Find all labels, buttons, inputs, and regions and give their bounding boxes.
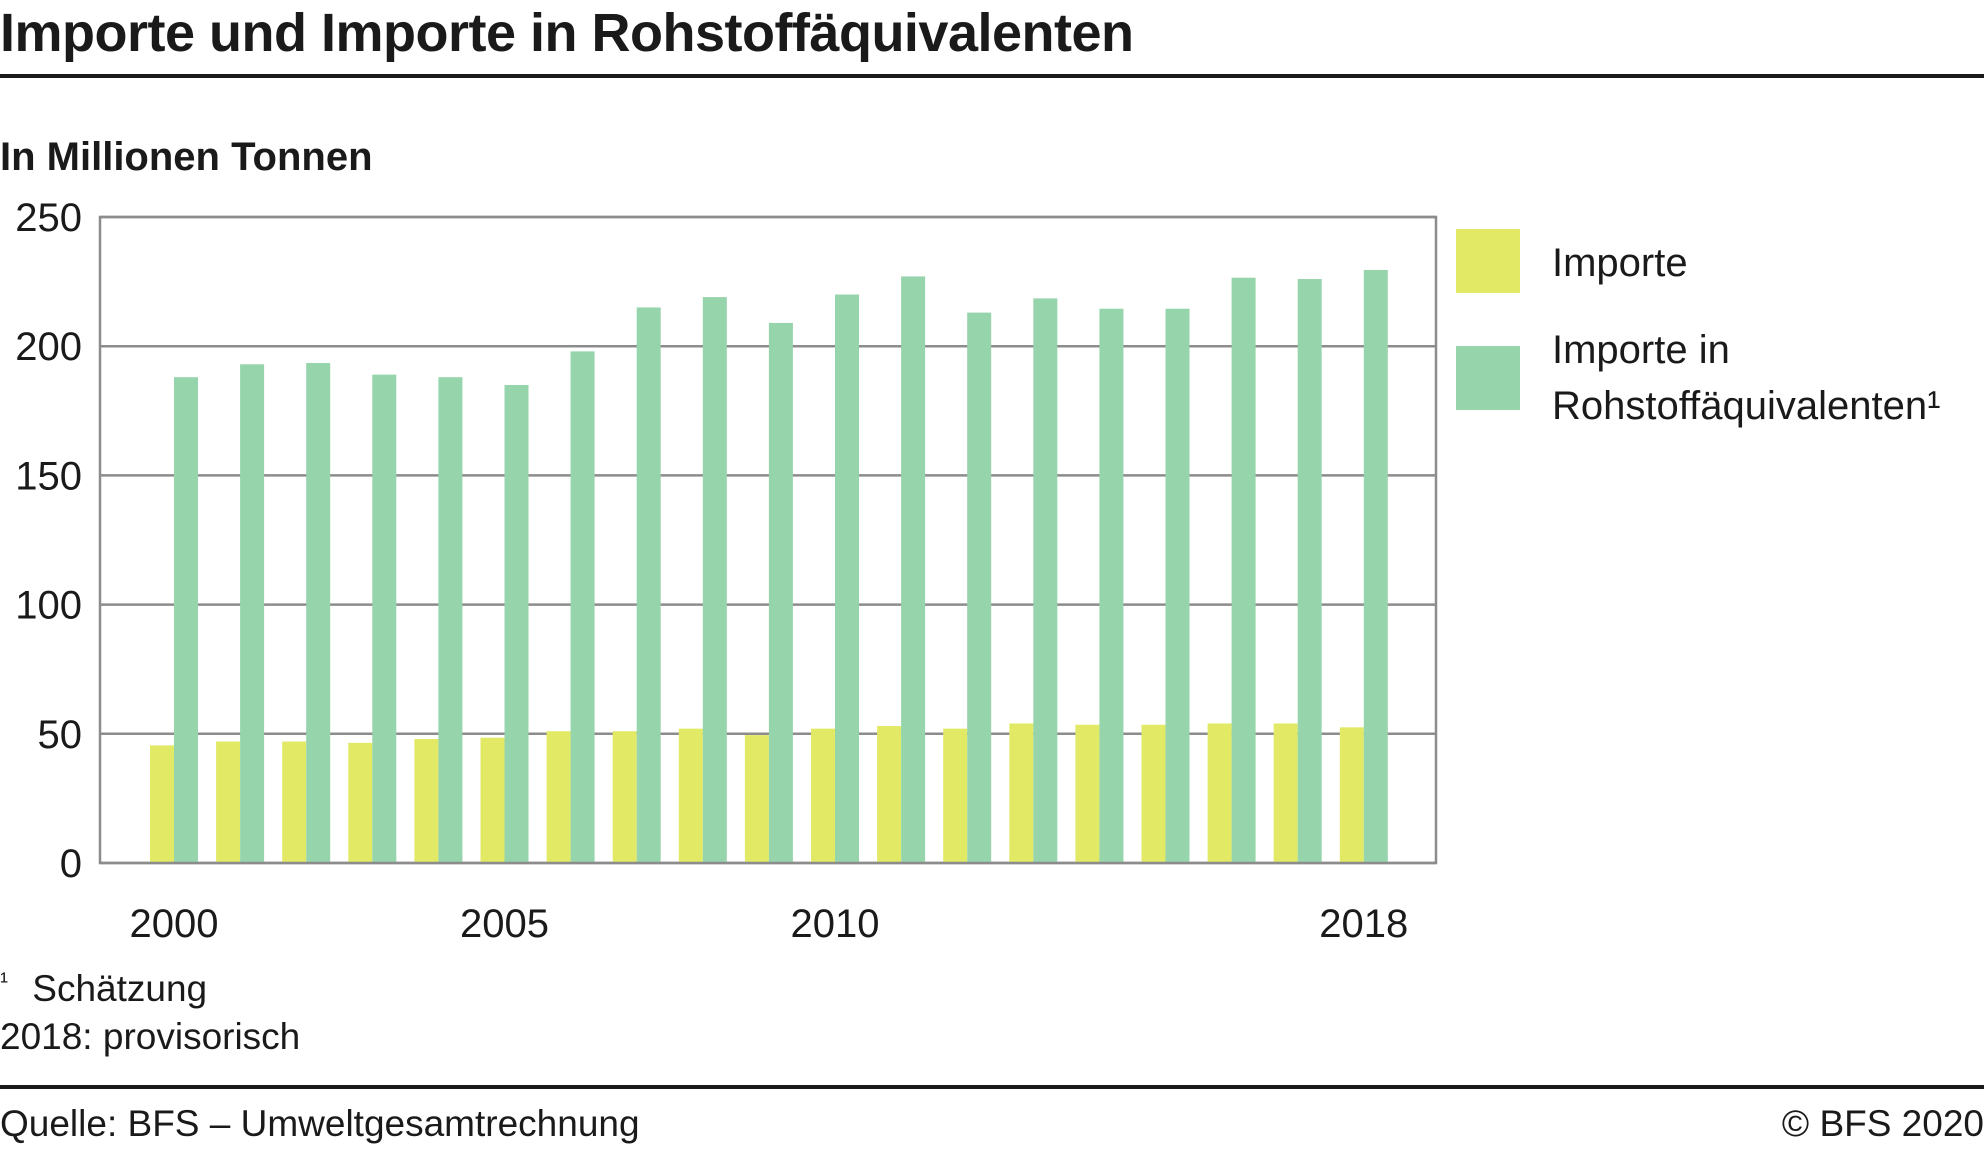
bar-rohstoff-2011 <box>901 276 926 863</box>
bar-rohstoff-2012 <box>967 312 992 863</box>
bar-importe-2016 <box>1207 723 1232 863</box>
bar-rohstoff-2010 <box>835 294 859 863</box>
bar-rohstoff-2013 <box>1033 298 1058 863</box>
bar-rohstoff-2009 <box>768 322 793 864</box>
legend-swatch-rohstoff <box>1456 346 1520 410</box>
bar-rohstoff-2015 <box>1165 308 1190 863</box>
x-tick-label-2018: 2018 <box>1319 902 1408 946</box>
bar-rohstoff-2005 <box>504 384 529 863</box>
chart-title: Importe und Importe in Rohstoffäquivalen… <box>0 3 1134 63</box>
y-tick-label-200: 200 <box>15 325 82 369</box>
footnote-text: Schätzung <box>32 968 208 1009</box>
bar-importe-2009 <box>744 735 769 863</box>
bar-rohstoff-2002 <box>306 362 331 863</box>
plot-frame <box>98 215 1438 865</box>
top-rule <box>0 74 1984 78</box>
bar-importe-2015 <box>1141 724 1166 863</box>
bar-rohstoff-2004 <box>438 377 463 863</box>
copyright-note: © BFS 2020 <box>1781 1103 1984 1144</box>
legend-label-rohstoff: Importe in Rohstoffäquivalenten¹ <box>1552 328 1940 428</box>
bar-importe-2011 <box>877 726 902 863</box>
y-tick-label-0: 0 <box>60 842 82 886</box>
bar-importe-2014 <box>1075 724 1100 863</box>
bar-rohstoff-2001 <box>240 364 265 863</box>
bars <box>150 269 1388 864</box>
bar-importe-2008 <box>678 728 703 863</box>
bar-importe-2002 <box>282 741 307 863</box>
footnote: ¹ Schätzung <box>0 968 207 1010</box>
source-note: Quelle: BFS – Umweltgesamtrechnung <box>0 1103 640 1144</box>
bar-importe-2012 <box>943 728 968 863</box>
bottom-rule <box>0 1085 1984 1089</box>
y-tick-label-250: 250 <box>15 196 82 240</box>
provisional-note: 2018: provisorisch <box>0 1016 301 1057</box>
x-axis-ticks: 2000 2005 2010 2018 <box>130 902 1409 946</box>
bar-rohstoff-2007 <box>636 307 661 863</box>
bar-importe-2017 <box>1273 723 1298 863</box>
x-tick-label-2010: 2010 <box>791 902 880 946</box>
bar-rohstoff-2008 <box>702 297 727 863</box>
y-tick-label-50: 50 <box>38 713 83 757</box>
bar-rohstoff-2017 <box>1297 279 1322 863</box>
legend: Importe Importe in Rohstoffäquivalenten¹ <box>1456 229 1940 428</box>
bar-rohstoff-2014 <box>1099 308 1124 863</box>
unit-label: In Millionen Tonnen <box>0 135 373 179</box>
bar-rohstoff-2000 <box>174 377 198 863</box>
x-tick-label-2005: 2005 <box>460 902 549 946</box>
bar-rohstoff-2003 <box>372 374 397 863</box>
bar-importe-2013 <box>1009 723 1034 863</box>
bar-importe-2010 <box>811 728 835 863</box>
y-tick-label-100: 100 <box>15 584 82 628</box>
bar-importe-2001 <box>216 741 241 863</box>
footnote-mark: ¹ <box>0 968 8 995</box>
legend-swatch-importe <box>1456 229 1520 293</box>
bar-importe-2006 <box>546 731 571 863</box>
bar-importe-2005 <box>480 737 505 863</box>
bar-importe-2007 <box>612 731 637 863</box>
x-tick-label-2000: 2000 <box>130 902 219 946</box>
bar-importe-2003 <box>348 742 373 863</box>
bar-rohstoff-2018 <box>1363 269 1388 863</box>
bar-importe-2018 <box>1339 727 1364 863</box>
bar-rohstoff-2016 <box>1231 277 1256 863</box>
y-axis-ticks: 0 50 100 150 200 250 <box>15 196 82 886</box>
legend-label-importe: Importe <box>1552 241 1688 285</box>
bar-importe-2004 <box>414 738 439 863</box>
bar-rohstoff-2006 <box>570 351 595 863</box>
y-tick-label-150: 150 <box>15 454 82 498</box>
bar-importe-2000 <box>150 745 174 863</box>
